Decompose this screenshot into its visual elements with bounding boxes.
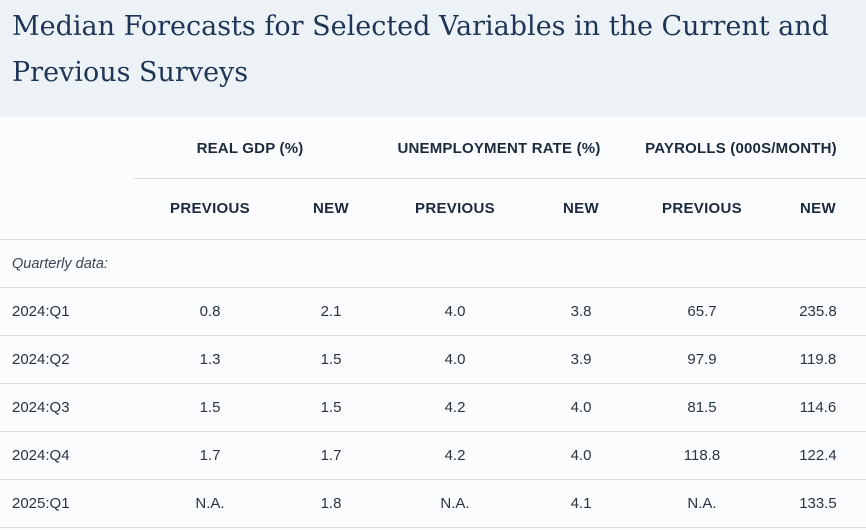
title-banner: Median Forecasts for Selected Variables … <box>0 0 866 117</box>
cell-unemployment-previous: N.A. <box>440 495 470 512</box>
cell-payrolls-new: 133.5 <box>799 495 837 512</box>
row-divider <box>0 383 866 384</box>
row-label: 2024:Q2 <box>12 351 70 368</box>
row-label: 2024:Q1 <box>12 303 70 320</box>
cell-unemployment-new: 3.9 <box>570 351 592 368</box>
cell-unemployment-new: 4.1 <box>570 495 592 512</box>
cell-gdp-new: 1.5 <box>320 351 342 368</box>
row-divider <box>0 287 866 288</box>
cell-gdp-new: 1.5 <box>320 399 342 416</box>
cell-payrolls-previous: 81.5 <box>687 399 717 416</box>
row-divider <box>0 431 866 432</box>
table-row: 2025:Q1 N.A. 1.8 N.A. 4.1 N.A. 133.5 <box>0 480 866 528</box>
cell-payrolls-previous: 118.8 <box>683 447 721 464</box>
cell-payrolls-new: 114.6 <box>799 399 837 416</box>
cell-gdp-new: 1.8 <box>320 495 342 512</box>
table-row: 2024:Q2 1.3 1.5 4.0 3.9 97.9 119.8 <box>0 336 866 384</box>
cell-payrolls-new: 119.8 <box>799 351 837 368</box>
cell-gdp-previous: 0.8 <box>199 303 221 320</box>
row-label: 2025:Q1 <box>12 495 70 512</box>
cell-payrolls-new: 235.8 <box>799 303 837 320</box>
table-row: 2024:Q1 0.8 2.1 4.0 3.8 65.7 235.8 <box>0 288 866 336</box>
cell-payrolls-previous: 65.7 <box>687 303 717 320</box>
cell-gdp-previous: N.A. <box>195 495 225 512</box>
row-divider <box>0 479 866 480</box>
subheader-gdp-previous: PREVIOUS <box>170 200 250 217</box>
row-divider <box>0 527 866 528</box>
subheader-unemployment-new: NEW <box>563 200 599 217</box>
subheader-gdp-new: NEW <box>313 200 349 217</box>
page-title: Median Forecasts for Selected Variables … <box>12 11 829 88</box>
cell-unemployment-previous: 4.0 <box>444 351 466 368</box>
cell-payrolls-previous: N.A. <box>687 495 717 512</box>
subheader-unemployment-previous: PREVIOUS <box>415 200 495 217</box>
cell-unemployment-new: 4.0 <box>570 447 592 464</box>
cell-gdp-previous: 1.7 <box>199 447 221 464</box>
cell-gdp-new: 1.7 <box>320 447 342 464</box>
row-label: 2024:Q4 <box>12 447 70 464</box>
row-divider <box>0 335 866 336</box>
forecast-table: REAL GDP (%) UNEMPLOYMENT RATE (%) PAYRO… <box>0 117 866 530</box>
subheader-payrolls-previous: PREVIOUS <box>662 200 742 217</box>
cell-payrolls-new: 122.4 <box>799 447 837 464</box>
section-label-quarterly: Quarterly data: <box>12 256 108 272</box>
row-label: 2024:Q3 <box>12 399 70 416</box>
header-divider <box>0 239 866 240</box>
table-row: 2024:Q3 1.5 1.5 4.2 4.0 81.5 114.6 <box>0 384 866 432</box>
cell-unemployment-previous: 4.2 <box>444 447 466 464</box>
group-header-real-gdp: REAL GDP (%) <box>196 140 304 157</box>
cell-payrolls-previous: 97.9 <box>687 351 717 368</box>
table-row: 2024:Q4 1.7 1.7 4.2 4.0 118.8 122.4 <box>0 432 866 480</box>
subheader-payrolls-new: NEW <box>800 200 836 217</box>
group-header-payrolls: PAYROLLS (000S/MONTH) <box>645 140 837 157</box>
cell-unemployment-previous: 4.0 <box>444 303 466 320</box>
cell-unemployment-previous: 4.2 <box>444 399 466 416</box>
cell-gdp-new: 2.1 <box>320 303 342 320</box>
cell-unemployment-new: 4.0 <box>570 399 592 416</box>
group-header-unemployment-rate: UNEMPLOYMENT RATE (%) <box>397 140 601 157</box>
group-header-divider <box>134 178 866 179</box>
cell-unemployment-new: 3.8 <box>570 303 592 320</box>
cell-gdp-previous: 1.3 <box>199 351 221 368</box>
cell-gdp-previous: 1.5 <box>199 399 221 416</box>
